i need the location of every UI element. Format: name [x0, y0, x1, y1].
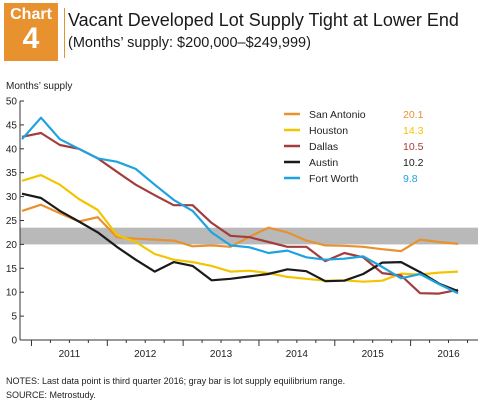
legend-label-san-antonio: San Antonio: [309, 109, 366, 121]
legend-label-houston: Houston: [309, 125, 348, 137]
y-axis-label: Months’ supply: [6, 81, 73, 92]
y-tick-label: 50: [6, 97, 18, 108]
legend-value-austin: 10.2: [403, 157, 424, 169]
legend-value-fort-worth: 9.8: [403, 173, 418, 185]
y-tick-label: 35: [6, 168, 18, 179]
chart-badge-word: Chart: [10, 6, 52, 23]
y-tick-label: 25: [6, 216, 18, 227]
chart-subtitle: (Months’ supply: $200,000–$249,999): [68, 35, 311, 51]
y-tick-label: 30: [6, 192, 18, 203]
legend-box: [278, 104, 468, 186]
title-divider: [64, 8, 65, 58]
x-tick-label: 2016: [437, 349, 460, 360]
source-text: SOURCE: Metrostudy.: [6, 390, 96, 400]
chart-badge-number: 4: [22, 22, 40, 55]
chart-badge: Chart 4: [4, 3, 58, 61]
x-tick-label: 2013: [210, 349, 233, 360]
series-line-fort-worth: [21, 116, 459, 295]
chart-title: Vacant Developed Lot Supply Tight at Low…: [68, 10, 459, 30]
y-tick-label: 15: [6, 264, 18, 275]
notes-text: NOTES: Last data point is third quarter …: [6, 376, 346, 386]
x-tick-label: 2015: [362, 349, 385, 360]
y-tick-label: 5: [11, 312, 17, 323]
legend-value-san-antonio: 20.1: [403, 109, 424, 121]
chart-header: Vacant Developed Lot Supply Tight at Low…: [68, 10, 459, 51]
y-tick-label: 40: [6, 144, 18, 155]
series-line-san-antonio: [21, 203, 459, 253]
legend-value-houston: 14.3: [403, 125, 424, 137]
legend-label-fort-worth: Fort Worth: [309, 173, 359, 185]
series-line-austin: [21, 192, 459, 293]
series-line-houston: [21, 174, 459, 283]
legend-value-dallas: 10.5: [403, 141, 424, 153]
x-tick-label: 2012: [134, 349, 157, 360]
y-tick-label: 0: [11, 336, 17, 347]
chart-notes: NOTES: Last data point is third quarter …: [6, 374, 345, 402]
y-tick-label: 20: [6, 240, 18, 251]
y-tick-label: 45: [6, 120, 18, 131]
legend-label-dallas: Dallas: [309, 141, 338, 153]
x-tick-label: 2011: [59, 349, 81, 360]
y-tick-label: 10: [6, 288, 18, 299]
legend-label-austin: Austin: [309, 157, 338, 169]
x-tick-label: 2014: [286, 349, 309, 360]
